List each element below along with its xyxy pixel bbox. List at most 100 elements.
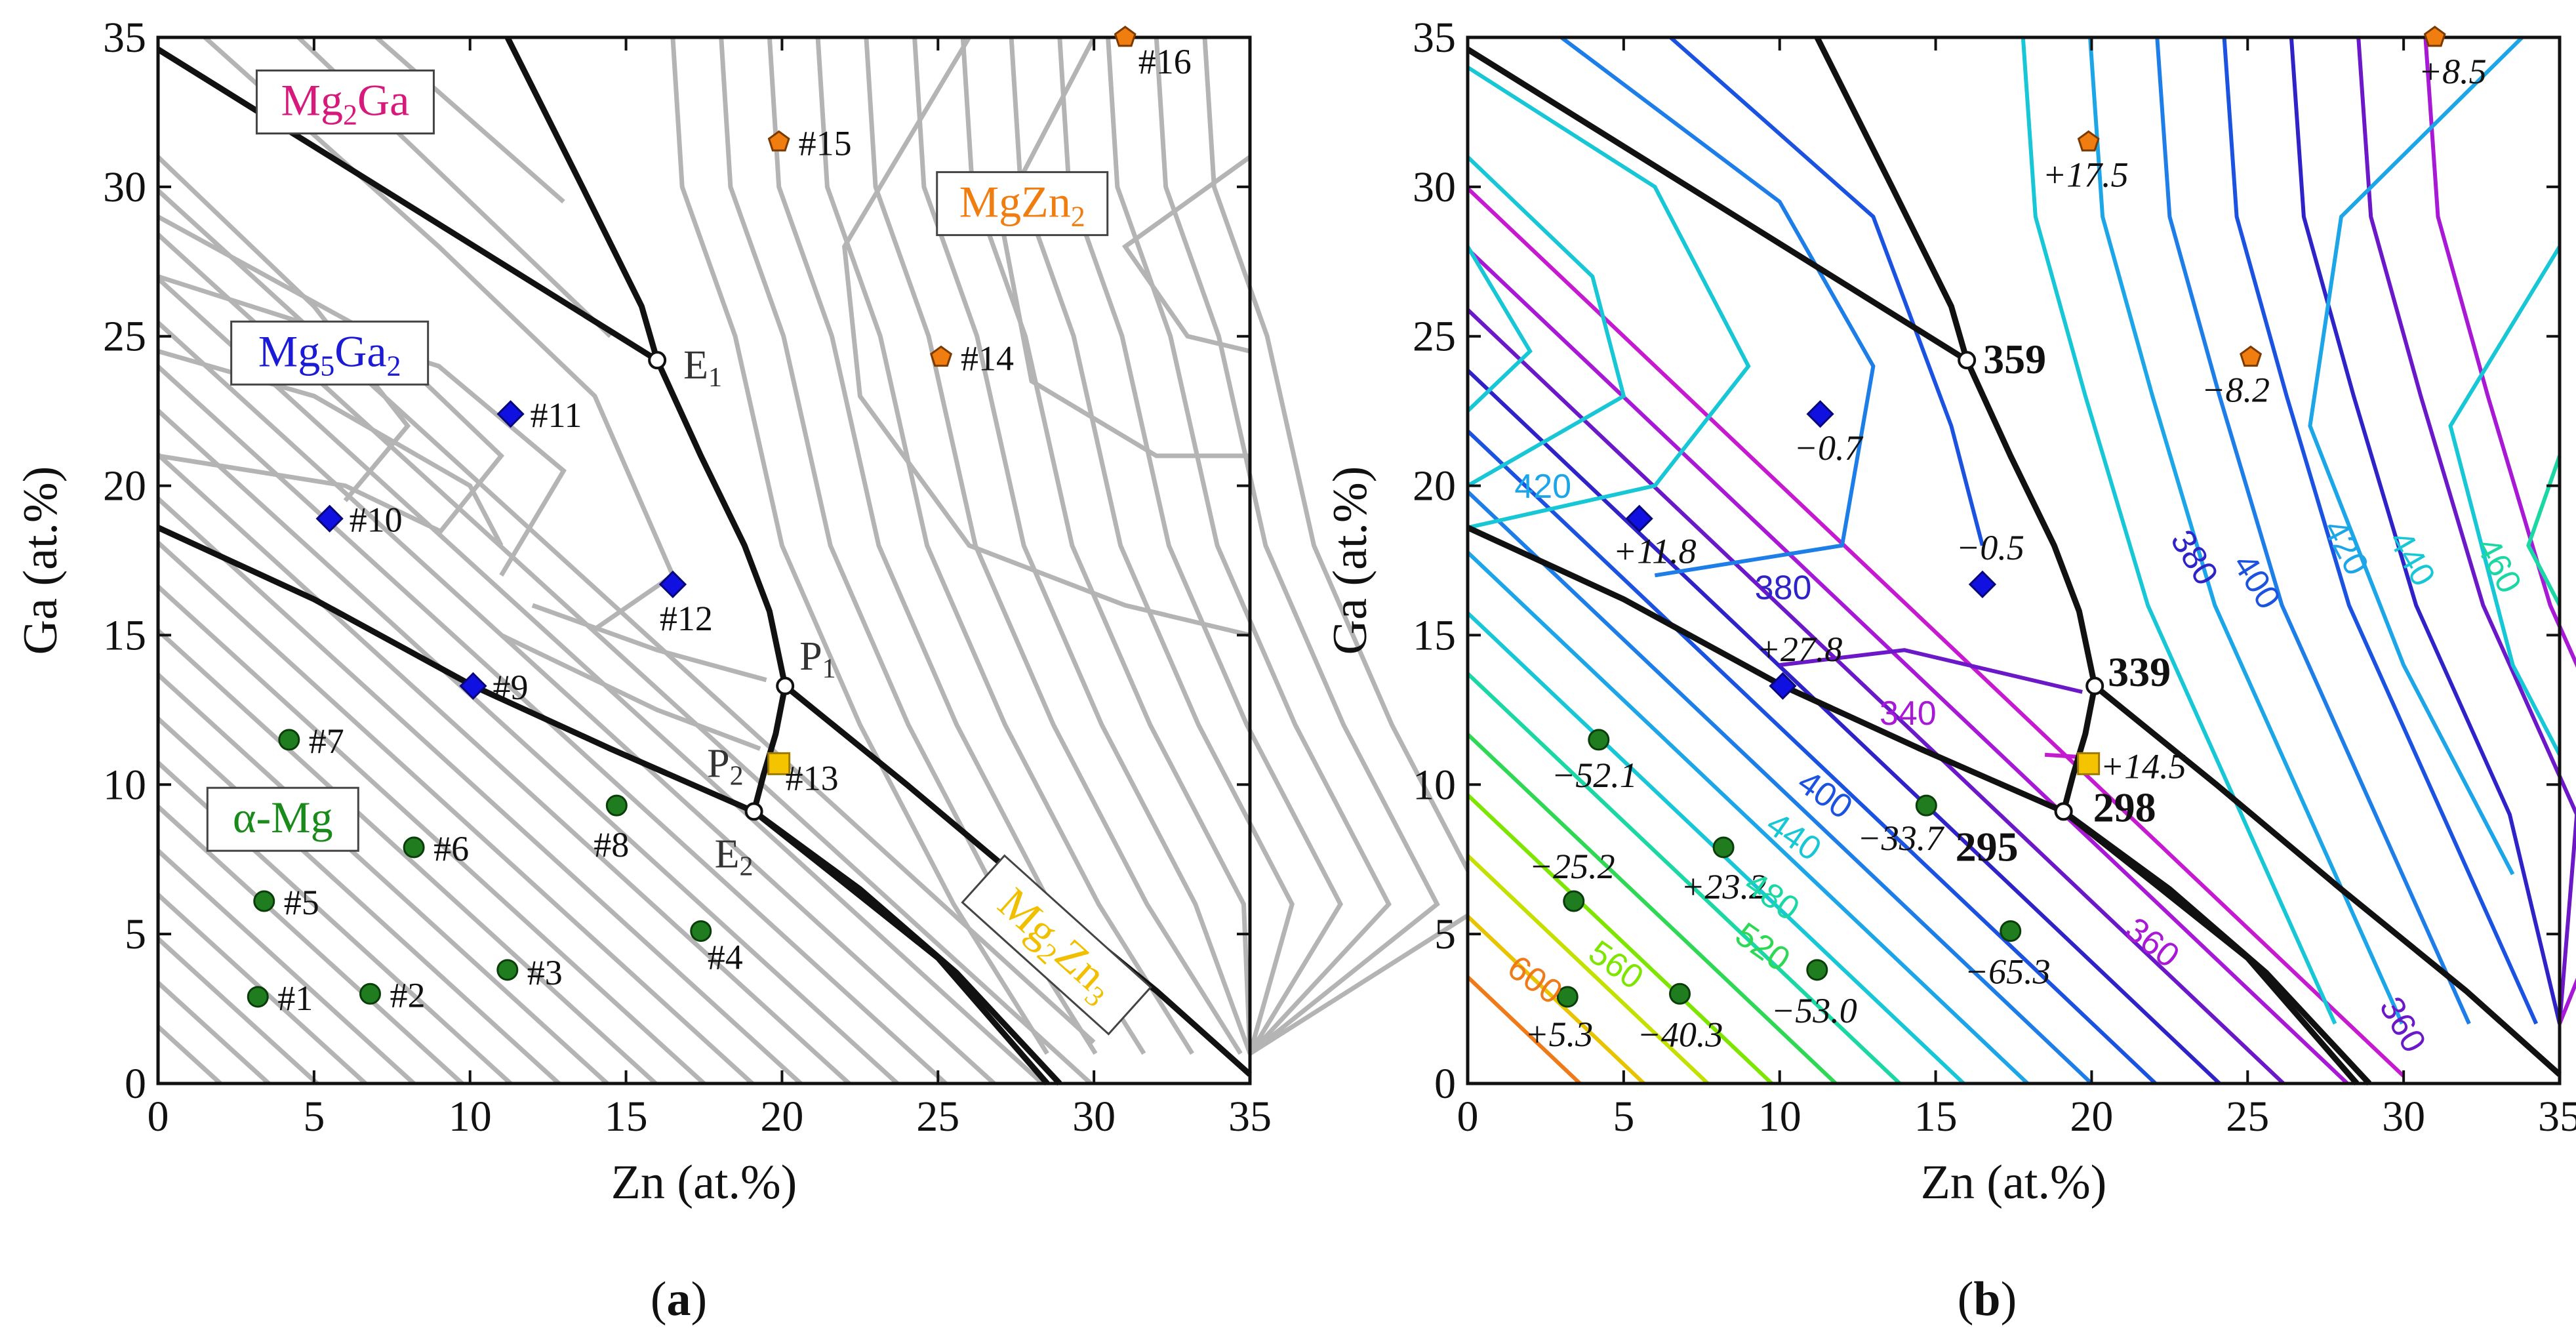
- isotherm: [156, 673, 609, 1085]
- y-tick-label: 0: [125, 1060, 146, 1108]
- sample-label: #11: [531, 395, 582, 435]
- isotherm: [1466, 430, 2157, 1085]
- isotherm: [1106, 37, 1392, 1055]
- isotherm: [374, 35, 565, 204]
- y-tick-label: 20: [1413, 462, 1456, 510]
- isotherm: [156, 805, 464, 1085]
- x-tick-label: 5: [1613, 1093, 1634, 1141]
- isotherm: [815, 37, 1194, 1055]
- phase-label-text: α-Mg: [233, 792, 333, 842]
- sample-marker-#9: [1769, 672, 1797, 700]
- isotherm: [156, 540, 754, 1085]
- isotherm: [157, 453, 440, 533]
- invariant-point-marker: [2085, 676, 2104, 695]
- sample-deviation: +23.2: [1681, 867, 1767, 906]
- isotherm: [2448, 245, 2562, 756]
- sample-deviation: −0.7: [1794, 428, 1864, 468]
- phase-boundary: [752, 809, 1062, 1086]
- sample-deviation: −25.2: [1529, 847, 1615, 886]
- isotherm: [2423, 37, 2576, 1025]
- sample-marker-#3: [496, 959, 519, 981]
- y-tick-label: 30: [1413, 163, 1456, 211]
- sample-label: #1: [277, 979, 313, 1018]
- x-tick-label: 30: [1072, 1093, 1116, 1141]
- isotherm: [1466, 490, 2093, 1085]
- isotherm: [1466, 975, 1582, 1085]
- x-tick-label: 15: [1914, 1093, 1958, 1141]
- x-tick-label: 30: [2382, 1093, 2425, 1141]
- caption-a: (a): [651, 1272, 707, 1326]
- panel-a-axes: 0 5 10 15 20 25 30 35 0 5 10 15 20 25 30 35 Zn (at.%) Ga …: [14, 14, 1272, 1209]
- phase-label-box: [961, 854, 1152, 1036]
- sample-label: #6: [433, 829, 469, 868]
- sample-deviation: +11.8: [1613, 532, 1697, 571]
- invariant-temperature: 295: [1956, 823, 2019, 870]
- x-axis-label: Zn (at.%): [1921, 1156, 2107, 1209]
- phase-label-text: Mg5Ga2: [258, 326, 401, 382]
- phase-boundary: [156, 47, 659, 363]
- invariant-point-marker: [648, 351, 667, 370]
- sample-deviation: −0.5: [1956, 528, 2024, 567]
- x-axis-label: Zn (at.%): [611, 1156, 797, 1209]
- sample-marker-#1: [1556, 986, 1579, 1008]
- isotherm: [1466, 66, 1751, 530]
- sample-marker-#11: [1806, 400, 1834, 428]
- invariant-point-label: E1: [683, 343, 722, 393]
- isotherm: [156, 453, 851, 1085]
- isotherm: [156, 1024, 222, 1085]
- isotherm: [1121, 155, 1252, 354]
- sample-marker-#8: [1915, 794, 1937, 817]
- isotherm: [1466, 733, 1838, 1085]
- y-tick-label: 25: [103, 313, 146, 361]
- sample-marker-#7: [1588, 729, 1610, 751]
- x-tick-label: 0: [1457, 1093, 1479, 1141]
- isotherm: [1779, 648, 2083, 694]
- sample-deviation: +17.5: [2043, 155, 2129, 195]
- isotherm: [1466, 551, 2029, 1085]
- phase-label-Mg2Ga: Mg2Ga: [255, 69, 435, 134]
- sample-deviation: −40.3: [1637, 1015, 1723, 1054]
- y-tick-label: 15: [1413, 611, 1456, 659]
- phase-label-text: Mg2Ga: [281, 75, 410, 131]
- x-tick-label: 10: [1758, 1093, 1801, 1141]
- sample-deviation: +14.5: [2101, 746, 2186, 786]
- invariant-temperature: 339: [2108, 649, 2171, 695]
- isotherm: [1466, 672, 1901, 1085]
- phase-boundary: [504, 35, 788, 687]
- sample-marker-#16: [2423, 26, 2446, 47]
- y-tick-label: 10: [103, 761, 146, 809]
- isotherm: [156, 849, 416, 1085]
- invariant-point-marker: [2054, 802, 2073, 821]
- sample-deviation: −8.2: [2202, 371, 2270, 410]
- isotherm: [156, 321, 996, 1085]
- sample-marker-#6: [1712, 836, 1735, 859]
- sample-deviation: −52.1: [1552, 756, 1638, 795]
- phase-boundary: [2093, 683, 2562, 1077]
- phase-label-box: [255, 69, 435, 134]
- isotherm: [156, 628, 658, 1085]
- isotherm: [1466, 308, 2285, 1085]
- sample-marker-#14: [2240, 345, 2263, 367]
- y-axis-label: Ga (at.%): [1323, 466, 1377, 655]
- isotherm: [2155, 37, 2471, 1025]
- isotherm: [2308, 35, 2524, 876]
- sample-label: #4: [708, 938, 743, 977]
- y-tick-label: 15: [103, 611, 146, 659]
- y-axis-label: Ga (at.%): [14, 466, 68, 655]
- isotherm: [1560, 35, 1876, 578]
- sample-label: #14: [961, 339, 1014, 378]
- x-tick-label: 25: [2226, 1093, 2269, 1141]
- x-tick-label: 10: [449, 1093, 492, 1141]
- sample-marker-#8: [605, 794, 628, 817]
- x-tick-label: 35: [2538, 1093, 2576, 1141]
- phase-label-MgZn2: MgZn2: [936, 171, 1109, 236]
- invariant-point-label: E2: [715, 832, 754, 881]
- panel-b-isotherms: [1466, 35, 2576, 1085]
- invariant-point-marker: [744, 802, 763, 821]
- x-tick-label: 20: [760, 1093, 803, 1141]
- y-tick-label: 5: [1434, 910, 1456, 958]
- sample-marker-#6: [403, 836, 425, 859]
- sample-marker-#1: [247, 986, 269, 1008]
- isotherm: [156, 409, 899, 1085]
